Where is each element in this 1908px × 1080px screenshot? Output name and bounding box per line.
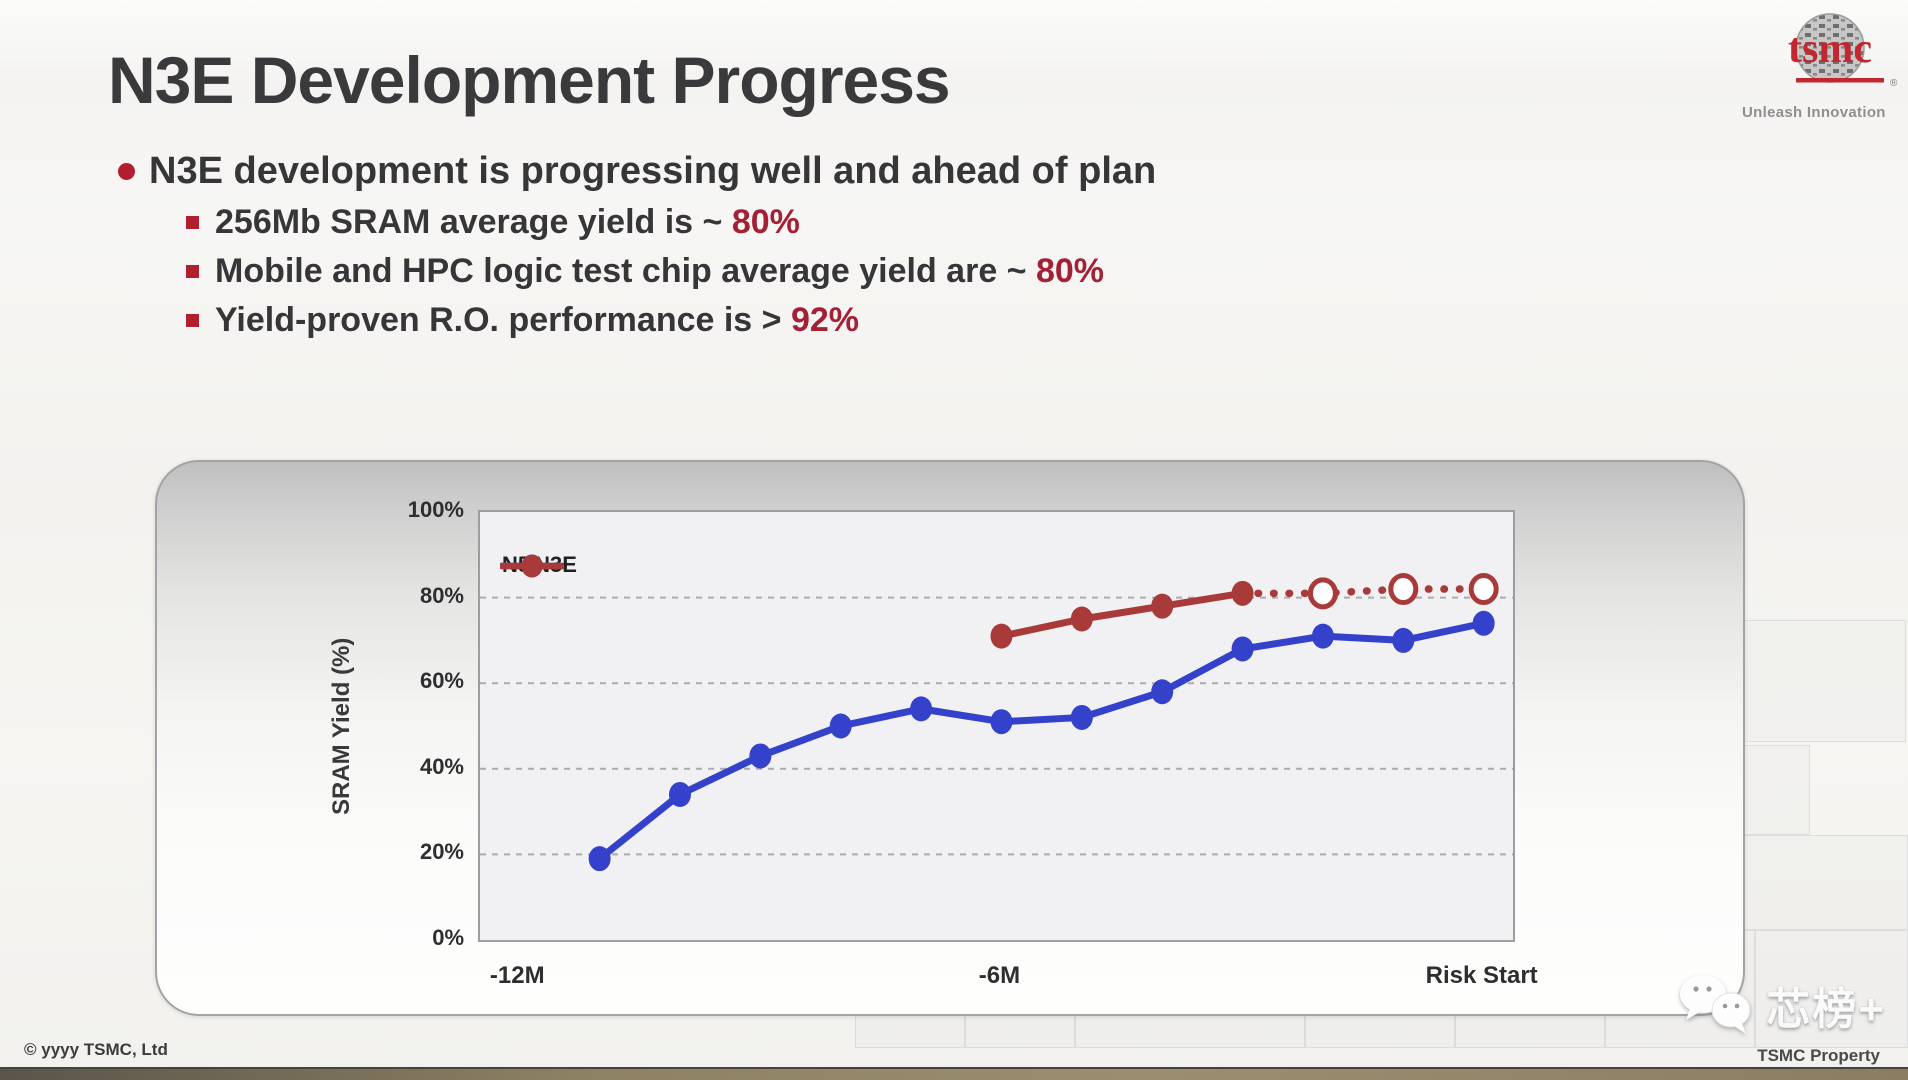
y-tick-label: 60% [419, 668, 464, 694]
wechat-icon [1680, 975, 1751, 1034]
x-tick-label: Risk Start [1425, 962, 1538, 989]
y-tick-label: 80% [419, 582, 464, 608]
legend-marker-icon [500, 554, 564, 578]
bullet-square-icon [186, 314, 199, 327]
copyright-text: © yyyy TSMC, Ltd [24, 1040, 168, 1059]
y-tick-label: 100% [407, 497, 464, 522]
watermark-text: 芯榜+ [1766, 985, 1886, 1034]
photo-edge-strip [0, 1067, 1908, 1080]
watermark: 芯榜+ [1676, 972, 1886, 1038]
y-tick-label: 0% [432, 925, 464, 950]
bullet-sub-ro-performance: Yield-proven R.O. performance is > 92% [186, 301, 859, 340]
bullet-main: N3E development is progressing well and … [118, 150, 1156, 193]
yield-chart-plot-area: N5N3E [478, 510, 1515, 942]
bullet-square-icon [186, 216, 199, 229]
page-title: N3E Development Progress [108, 43, 951, 117]
bullet-text: Mobile and HPC logic test chip average y… [215, 252, 1036, 290]
logo-tagline: Unleash Innovation [1742, 104, 1886, 121]
x-tick-label: -12M [489, 962, 545, 989]
bullet-dot-icon [118, 163, 135, 180]
bullet-square-icon [186, 265, 199, 278]
logo-underline [1796, 78, 1884, 83]
bullet-sub-logic-yield: Mobile and HPC logic test chip average y… [186, 252, 1104, 291]
bullet-text: 256Mb SRAM average yield is ~ [215, 203, 732, 241]
chart-legend: N5N3E [500, 552, 579, 578]
bullet-text: Yield-proven R.O. performance is > [215, 301, 791, 339]
bullet-highlight: 92% [790, 301, 860, 339]
y-tick-label: 40% [419, 753, 464, 779]
yield-chart [480, 573, 1513, 872]
x-tick-label: -6M [978, 962, 1021, 989]
bullet-highlight: 80% [731, 203, 800, 241]
registered-mark: ® [1890, 78, 1898, 89]
tsmc-logo: tsmc ® [1788, 13, 1898, 89]
tsmc-wordmark: tsmc [1788, 26, 1872, 72]
property-text: TSMC Property [1757, 1046, 1880, 1065]
bullet-sub-sram-yield: 256Mb SRAM average yield is ~ 80% [186, 203, 800, 242]
bullet-main-text: N3E development is progressing well and … [149, 150, 1157, 192]
y-tick-label: 20% [419, 839, 464, 865]
bullet-highlight: 80% [1035, 252, 1105, 290]
y-axis-label: SRAM Yield (%) [328, 637, 355, 815]
